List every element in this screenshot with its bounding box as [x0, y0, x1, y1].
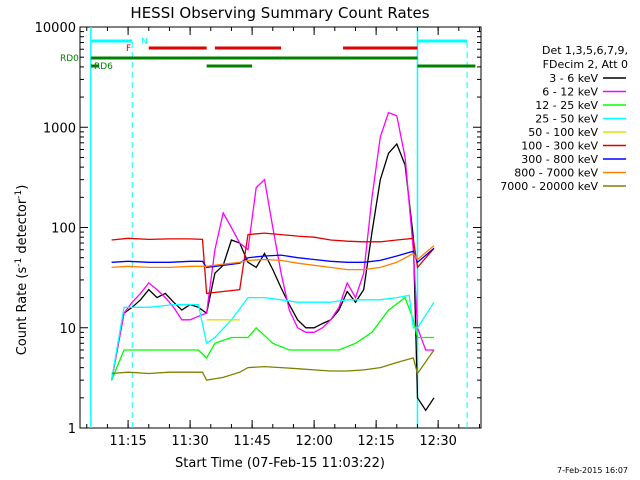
y-axis-label-sup1: -1 [14, 258, 24, 267]
legend-entry-label: 50 - 100 keV [528, 126, 598, 139]
x-tick-label: 12:30 [419, 434, 456, 449]
x-tick-label: 12:00 [295, 434, 332, 449]
legend-entry-label: 800 - 7000 keV [514, 167, 598, 180]
legend-header-line: FDecim 2, Att 0 [543, 58, 628, 71]
legend: Det 1,3,5,6,7,9,FDecim 2, Att 03 - 6 keV… [500, 44, 628, 193]
y-tick-label: 10000 [35, 21, 76, 36]
f-flag-label: F [126, 44, 131, 54]
y-axis-label: Count Rate (s-1 detector-1) [14, 185, 30, 356]
series-line-6 [111, 247, 435, 269]
observing-flags: NF RD0 RD6 [60, 27, 476, 428]
legend-header-line: Det 1,3,5,6,7,9, [542, 44, 628, 57]
series-line-1 [110, 111, 434, 381]
svg-text:Count Rate (s-1 detector-1): Count Rate (s-1 detector-1) [14, 185, 30, 356]
legend-entry-label: 12 - 25 keV [535, 99, 598, 112]
y-axis-label-mid: detector [15, 198, 30, 258]
x-tick-label: 12:15 [357, 434, 394, 449]
y-tick-label: 1000 [43, 121, 76, 136]
y-axis-label-end: ) [15, 185, 30, 190]
y-axis-label-base: Count Rate (s [15, 267, 30, 356]
y-axis-label-sup2: -1 [14, 190, 24, 199]
y-tick-label: 100 [51, 222, 76, 237]
series-line-8 [111, 349, 435, 381]
series-line-2 [110, 296, 434, 381]
rd6-flag-label: RD6 [94, 62, 113, 72]
axes: 11:15 11:30 11:45 12:00 12:15 12:30 1 10 100 1000… [35, 21, 481, 449]
series-line-3 [110, 294, 435, 381]
legend-entry-label: 100 - 300 keV [521, 140, 598, 153]
series-line-7 [111, 245, 435, 271]
x-axis-label: Start Time (07-Feb-15 11:03:22) [175, 456, 385, 471]
legend-entry-label: 3 - 6 keV [549, 72, 598, 85]
n-flag-label: N [141, 37, 148, 47]
y-tick-label: 10 [59, 322, 76, 337]
series-line-0 [110, 142, 435, 412]
x-tick-label: 11:15 [109, 434, 146, 449]
date-stamp: 7-Feb-2015 16:07 [557, 466, 628, 475]
legend-entry-label: 7000 - 20000 keV [500, 180, 598, 193]
chart-title: HESSI Observing Summary Count Rates [130, 4, 429, 22]
x-tick-label: 11:45 [233, 434, 270, 449]
rd0-flag-label: RD0 [60, 54, 79, 64]
legend-entry-label: 25 - 50 keV [535, 113, 598, 126]
legend-entry-label: 300 - 800 keV [521, 153, 598, 166]
y-tick-label: 1 [68, 422, 76, 437]
legend-entry-label: 6 - 12 keV [542, 86, 598, 99]
series-layer [110, 111, 435, 412]
x-tick-label: 11:30 [171, 434, 208, 449]
series-line-5 [111, 232, 435, 295]
